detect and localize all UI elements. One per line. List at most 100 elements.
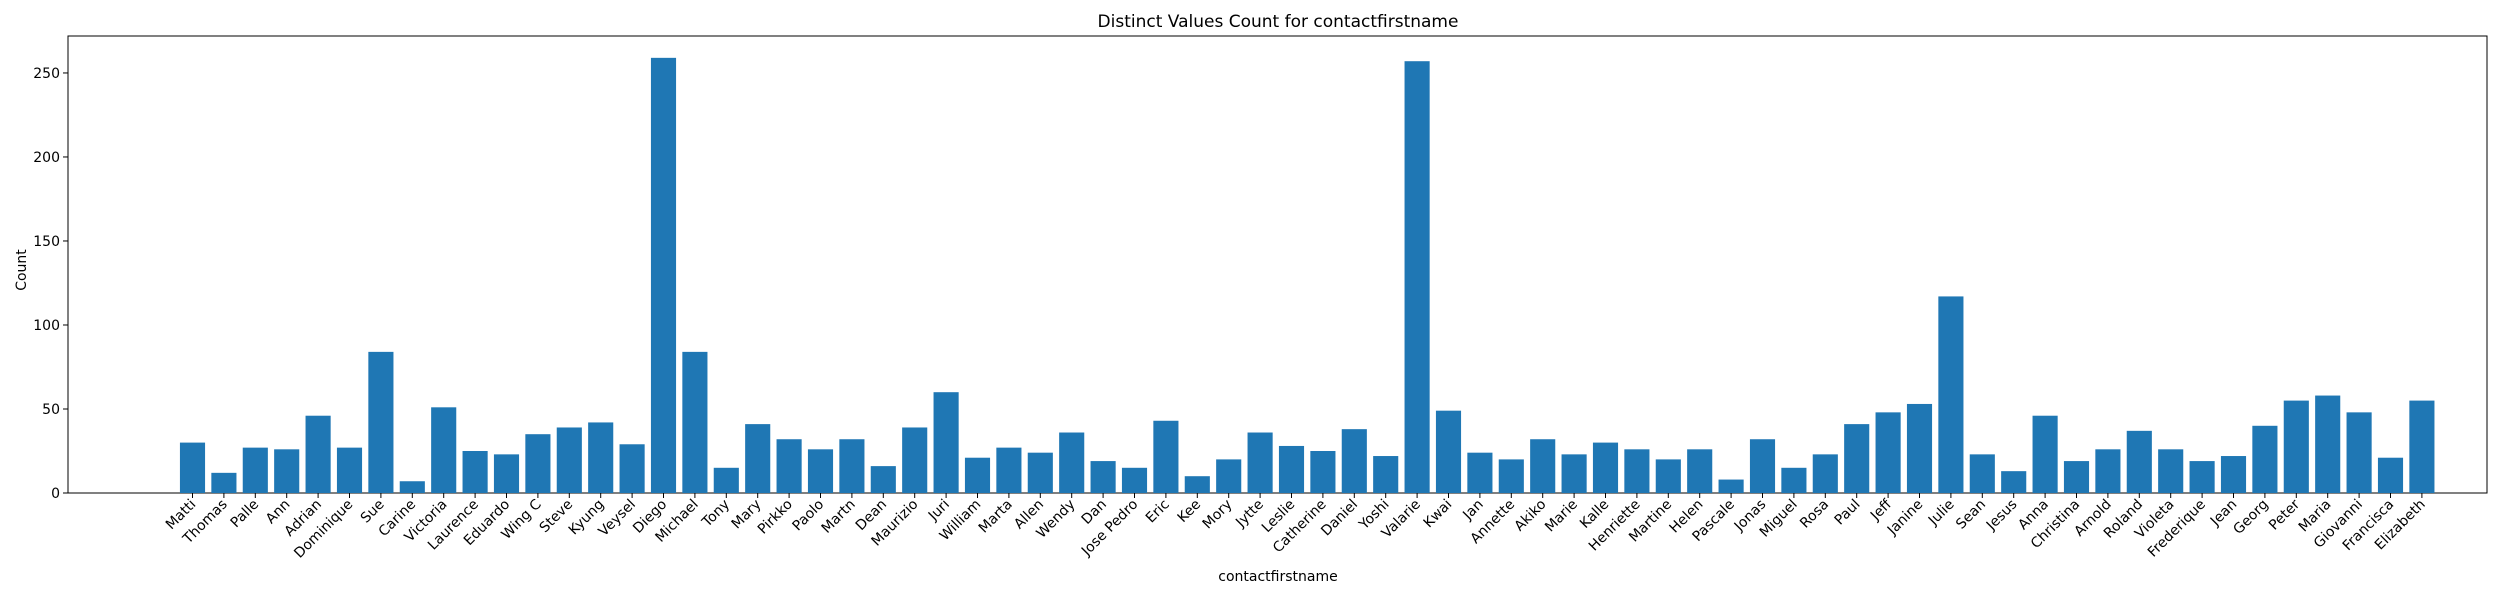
bar-daniel (1341, 429, 1367, 493)
bar-sean (1969, 454, 1995, 493)
x-tick-label: Sean (1953, 497, 1989, 533)
bar-valarie (1404, 61, 1430, 493)
bar-paul (1844, 424, 1870, 493)
x-tick-label: Marta (976, 497, 1016, 537)
bar-adrian (305, 415, 331, 493)
bar-miguel (1781, 467, 1807, 493)
bar-thomas (211, 472, 237, 493)
bar-maurizio (902, 427, 928, 493)
bar-helen (1687, 449, 1713, 493)
x-tick-label: Marie (1542, 497, 1581, 536)
bar-akiko (1530, 439, 1556, 493)
bar-victoria (431, 407, 457, 493)
bar-william (964, 457, 991, 493)
bar-kwai (1435, 410, 1462, 493)
x-tick-label: Rosa (1797, 497, 1832, 532)
plot-frame (67, 35, 2488, 494)
x-tick-label: Peter (2266, 496, 2303, 533)
x-tick-label: Jose Pedro (1078, 497, 1141, 560)
bar-juri (933, 392, 959, 493)
x-tick-label: Akiko (1512, 497, 1550, 535)
bar-jean (2220, 456, 2247, 493)
bar-rosa (1812, 454, 1838, 493)
bar-sue (368, 351, 394, 493)
x-tick-label: Mory (1200, 497, 1236, 533)
bar-allen (1027, 452, 1053, 493)
bar-ann (274, 449, 300, 493)
bar-leslie (1278, 445, 1305, 493)
bar-paolo (807, 449, 834, 493)
bar-wendy (1059, 432, 1085, 493)
bar-dominique (336, 447, 363, 493)
bar-veysel (619, 444, 645, 493)
bar-pirkko (776, 439, 802, 493)
x-tick-label: Tony (699, 497, 734, 532)
bar-francisca (2377, 457, 2404, 493)
bar-arnold (2095, 449, 2121, 493)
bar-anna (2032, 415, 2058, 493)
x-tick-label: Jesus (1983, 497, 2021, 535)
x-tick-label: Janine (1884, 497, 1926, 539)
bar-roland (2126, 430, 2152, 493)
bar-eric (1153, 420, 1179, 493)
bar-jeff (1875, 412, 1901, 493)
bar-georg (2252, 425, 2278, 493)
bar-palle (242, 447, 268, 493)
bar-kyung (588, 422, 614, 493)
bar-annette (1498, 459, 1524, 493)
bar-jan (1467, 452, 1493, 493)
bar-carine (399, 481, 425, 493)
bar-diego (650, 57, 677, 493)
x-tick-label: Paul (1832, 497, 1864, 529)
bar-pascale (1718, 479, 1744, 493)
bar-marta (996, 447, 1022, 493)
bar-janine (1906, 403, 1933, 493)
bar-dan (1090, 461, 1116, 493)
bar-jytte (1247, 432, 1273, 493)
bar-mory (1216, 459, 1242, 493)
y-tick-label: 0 (51, 486, 60, 502)
bar-martn (839, 439, 865, 493)
y-tick-label: 150 (33, 234, 60, 250)
bar-julie (1938, 296, 1964, 493)
bar-yoshi (1373, 456, 1399, 493)
bar-elizabeth (2409, 400, 2435, 493)
bar-tony (713, 467, 739, 493)
x-tick-label: Pirkko (755, 497, 796, 538)
bar-eduardo (493, 454, 520, 493)
bar-dean (870, 466, 896, 493)
bar-jonas (1749, 439, 1776, 493)
x-tick-label: Kwai (1421, 497, 1456, 532)
bar-catherine (1310, 450, 1336, 493)
bar-wing-c (525, 434, 551, 493)
x-tick-label: Julie (1925, 497, 1958, 530)
x-tick-label: Martn (819, 497, 859, 537)
bar-laurence (462, 450, 488, 493)
y-axis-label: Count (14, 249, 30, 291)
bar-marie (1561, 454, 1587, 493)
bar-christina (2063, 461, 2090, 493)
y-tick-label: 50 (42, 402, 60, 418)
bar-mary (745, 424, 771, 493)
bar-kalle (1592, 442, 1619, 493)
bar-jesus (2001, 471, 2027, 493)
bar-martine (1655, 459, 1681, 493)
x-tick-label: Palle (228, 497, 263, 532)
bar-henriette (1624, 449, 1650, 493)
bar-violeta (2158, 449, 2184, 493)
bar-peter (2283, 400, 2309, 493)
y-tick-label: 250 (33, 66, 60, 82)
bar-matti (179, 442, 206, 493)
x-tick-label: Eric (1143, 497, 1173, 527)
y-tick-label: 200 (33, 150, 60, 166)
bar-jose-pedro (1121, 467, 1148, 493)
x-tick-label: Georg (2230, 497, 2271, 538)
bar-kee (1184, 476, 1210, 493)
bar-maria (2315, 395, 2341, 493)
chart-title: Distinct Values Count for contactfirstna… (1098, 12, 1459, 32)
bar-steve (556, 427, 582, 493)
y-tick-label: 100 (33, 318, 60, 334)
